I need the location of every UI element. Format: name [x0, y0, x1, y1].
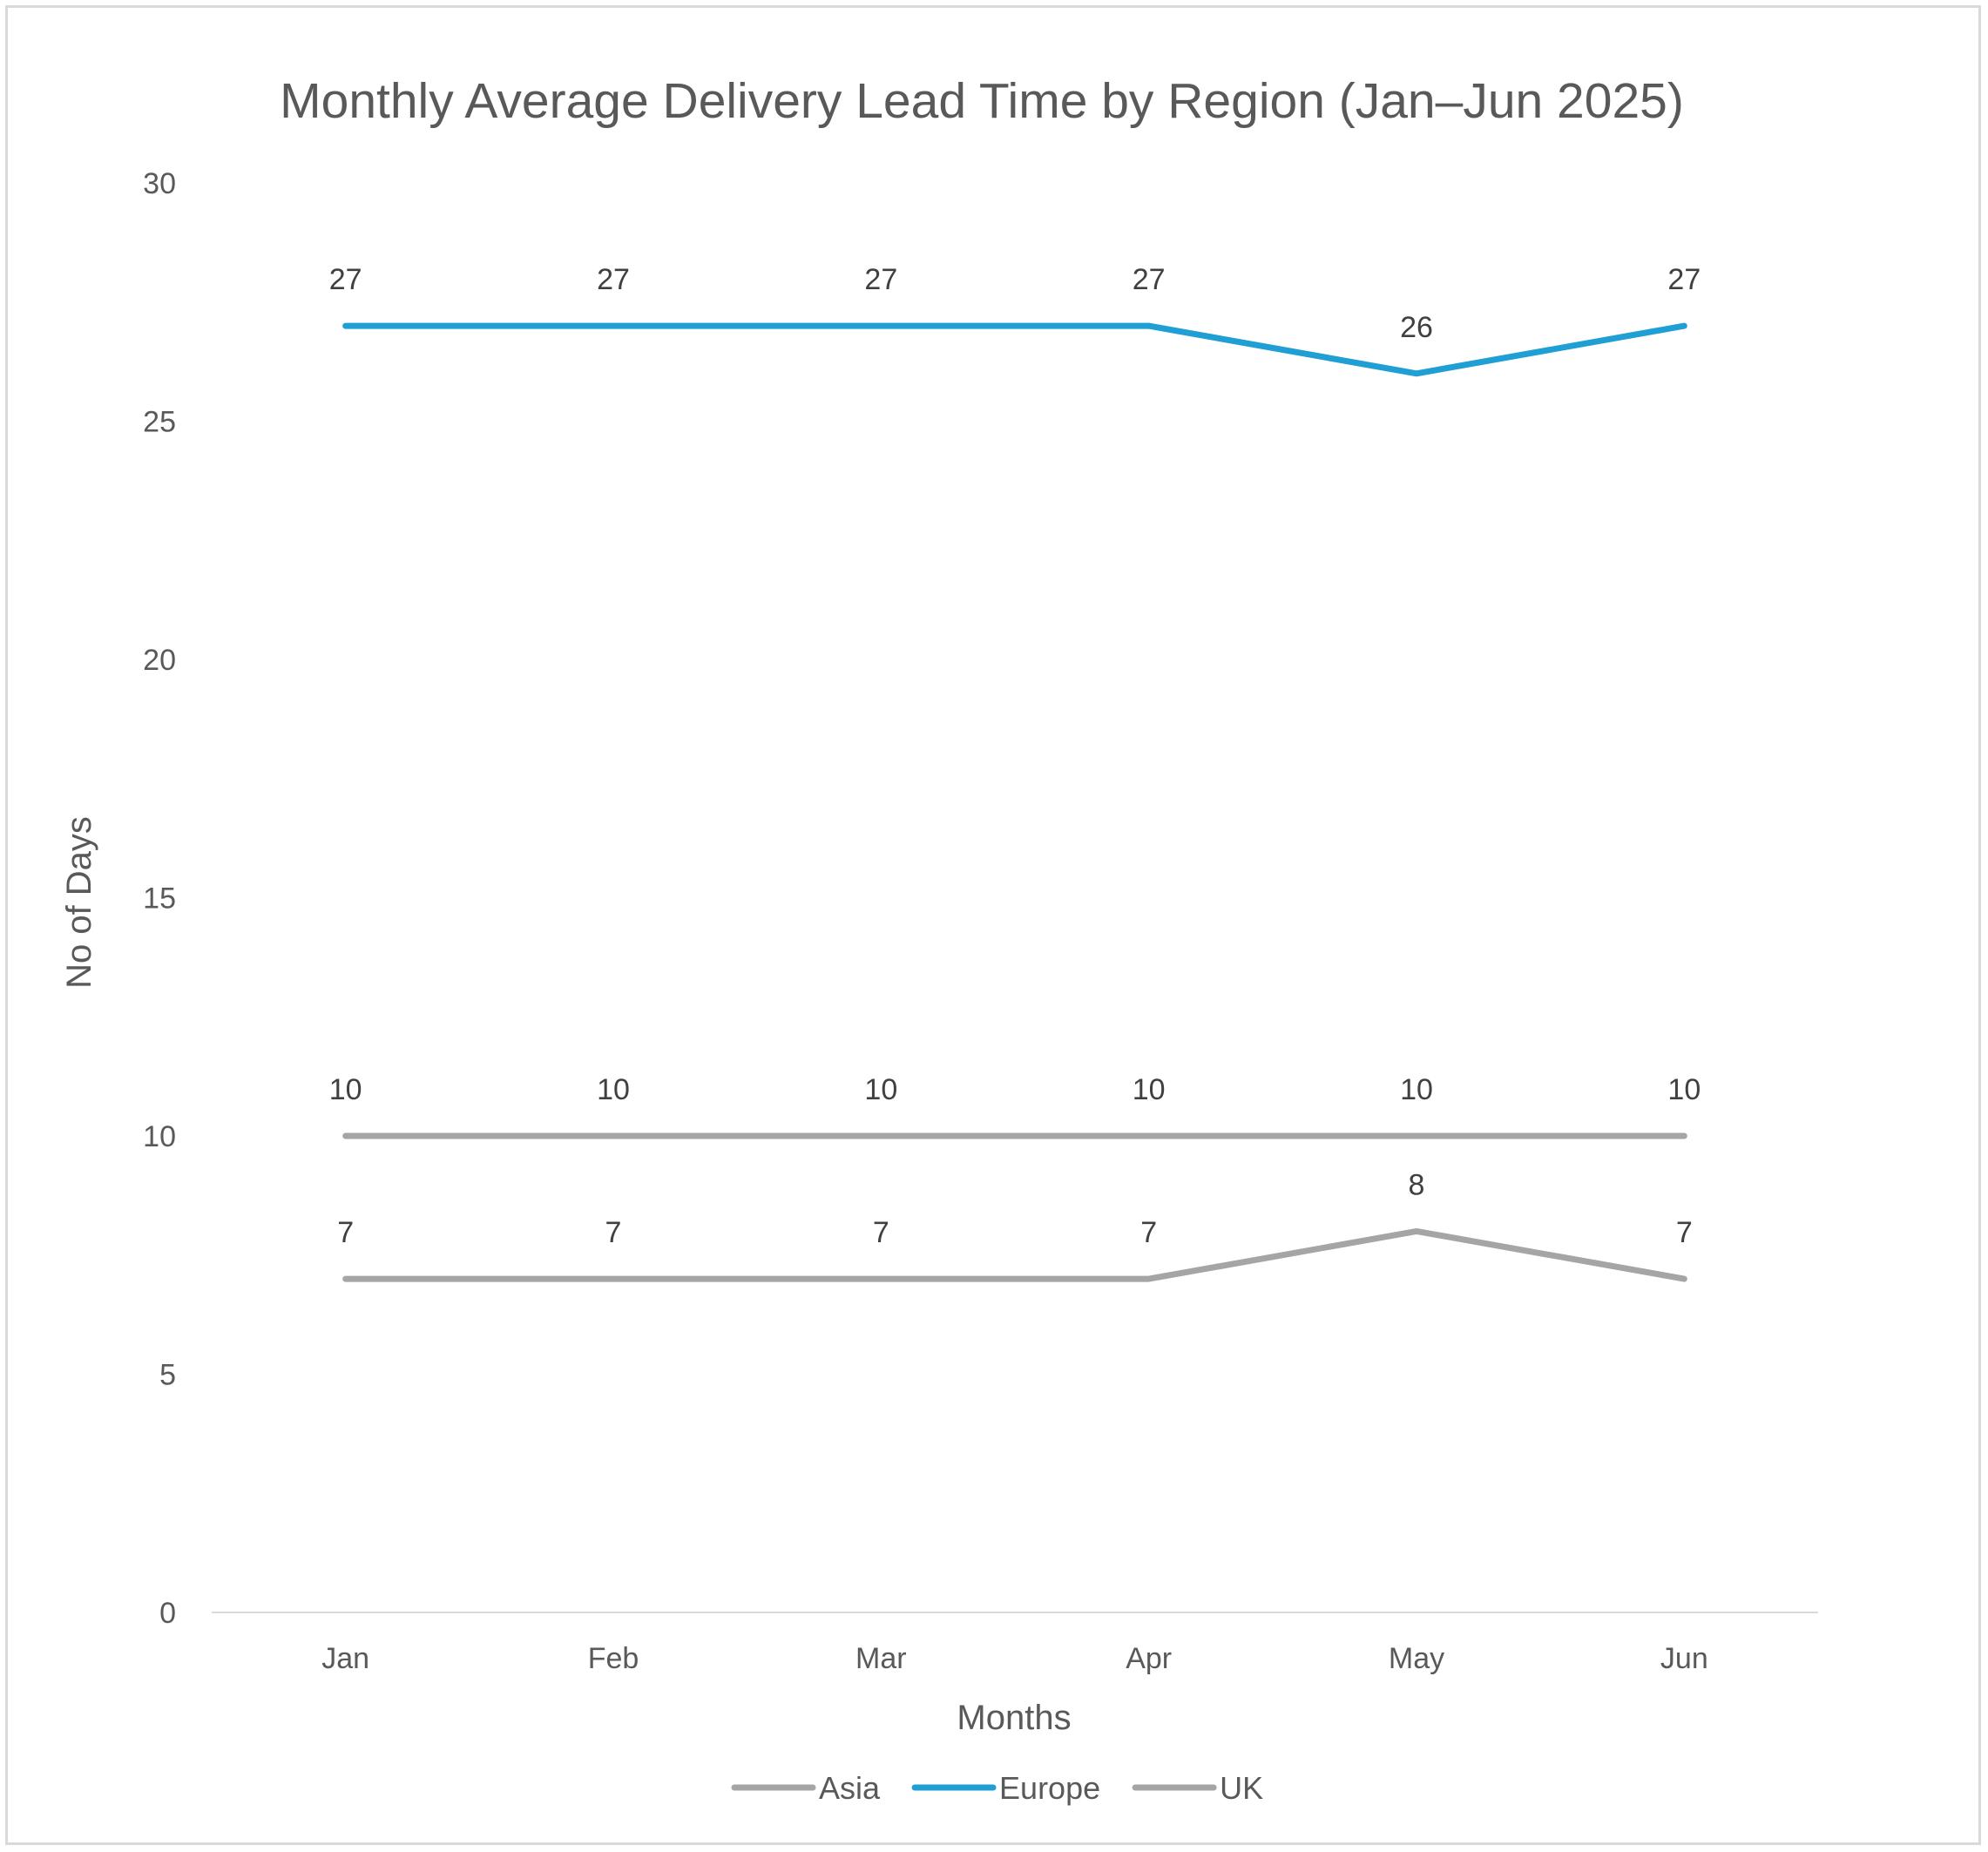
- data-label-uk: 7: [337, 1216, 354, 1249]
- data-label-uk: 8: [1409, 1168, 1425, 1201]
- data-label-asia: 10: [864, 1073, 897, 1106]
- data-label-europe: 27: [329, 263, 362, 296]
- legend-label: Europe: [999, 1770, 1100, 1806]
- y-tick-label: 10: [143, 1120, 176, 1153]
- data-label-asia: 10: [597, 1073, 630, 1106]
- data-label-asia: 10: [1400, 1073, 1433, 1106]
- data-label-europe: 26: [1400, 311, 1433, 344]
- x-tick-label: Mar: [855, 1642, 907, 1675]
- data-label-uk: 7: [605, 1216, 622, 1249]
- x-tick-label: Apr: [1126, 1642, 1172, 1675]
- series-line-europe: [342, 322, 1687, 377]
- y-tick-label: 20: [143, 644, 176, 677]
- y-tick-label: 5: [159, 1359, 176, 1392]
- chart-frame: [5, 5, 1981, 1845]
- x-tick-label: Jun: [1660, 1642, 1708, 1675]
- x-tick-label: Feb: [588, 1642, 639, 1675]
- legend-label: UK: [1220, 1770, 1263, 1806]
- data-label-asia: 10: [1133, 1073, 1166, 1106]
- legend-label: Asia: [819, 1770, 881, 1806]
- data-label-europe: 27: [1133, 263, 1166, 296]
- legend-item-uk: UK: [1132, 1770, 1263, 1806]
- data-labels: 10 10 10 10 10 10 27 27 27 27 26 27 7 7 7 7 8 7: [329, 263, 1701, 1249]
- data-label-uk: 7: [1676, 1216, 1693, 1249]
- legend-item-asia: Asia: [731, 1770, 881, 1806]
- y-axis-title: No of Days: [60, 816, 98, 989]
- x-axis-ticks: Jan Feb Mar Apr May Jun: [321, 1642, 1707, 1675]
- data-label-europe: 27: [1667, 263, 1701, 296]
- data-label-uk: 7: [873, 1216, 889, 1249]
- x-tick-label: Jan: [321, 1642, 369, 1675]
- data-label-europe: 27: [597, 263, 630, 296]
- legend-item-europe: Europe: [911, 1770, 1100, 1806]
- x-axis-title: Months: [957, 1699, 1071, 1737]
- data-label-asia: 10: [1667, 1073, 1701, 1106]
- legend: Asia Europe UK: [731, 1770, 1263, 1806]
- y-tick-label: 15: [143, 882, 176, 916]
- series-line-uk: [342, 1227, 1687, 1282]
- y-tick-label: 25: [143, 406, 176, 439]
- series-lines: [342, 322, 1687, 1282]
- y-axis-ticks: 0 5 10 15 20 25 30: [143, 167, 176, 1630]
- chart-title: Monthly Average Delivery Lead Time by Re…: [280, 73, 1684, 129]
- x-tick-label: May: [1389, 1642, 1444, 1675]
- y-tick-label: 0: [159, 1597, 176, 1630]
- data-label-asia: 10: [329, 1073, 362, 1106]
- y-tick-label: 30: [143, 167, 176, 200]
- data-label-uk: 7: [1140, 1216, 1157, 1249]
- data-label-europe: 27: [864, 263, 897, 296]
